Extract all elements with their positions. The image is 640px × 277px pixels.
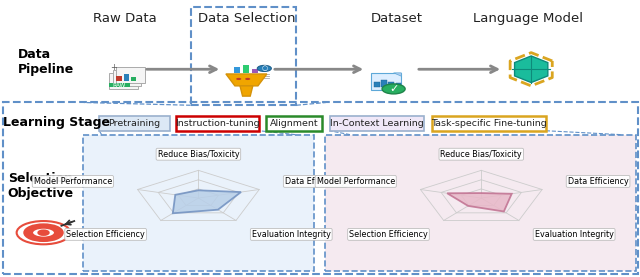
Text: ✓: ✓ xyxy=(389,84,398,94)
Bar xyxy=(3,102,638,274)
Text: Raw Data: Raw Data xyxy=(93,12,157,24)
Bar xyxy=(325,135,636,271)
Bar xyxy=(109,83,130,87)
Text: Reduce Bias/Toxicity: Reduce Bias/Toxicity xyxy=(440,150,522,159)
Text: Dataset: Dataset xyxy=(371,12,423,24)
Text: Instruction-tuning: Instruction-tuning xyxy=(175,119,260,128)
Bar xyxy=(116,67,145,83)
Bar xyxy=(330,116,424,131)
Text: Language Model: Language Model xyxy=(473,12,583,24)
Text: Selection
Objective: Selection Objective xyxy=(8,171,74,200)
Bar xyxy=(374,82,380,87)
Text: Model Performance: Model Performance xyxy=(34,177,112,186)
Circle shape xyxy=(32,228,55,238)
Bar xyxy=(252,69,258,73)
Text: Data Selection: Data Selection xyxy=(198,12,295,24)
Bar xyxy=(113,70,141,86)
Text: RAW: RAW xyxy=(113,83,125,88)
Text: Task-specific Fine-tuning: Task-specific Fine-tuning xyxy=(431,119,547,128)
Text: Reduce Bias/Toxicity: Reduce Bias/Toxicity xyxy=(157,150,239,159)
Text: Evaluation Integrity: Evaluation Integrity xyxy=(252,230,331,239)
Bar xyxy=(109,73,138,89)
Bar xyxy=(191,7,296,105)
Text: +: + xyxy=(110,63,117,72)
Polygon shape xyxy=(447,193,512,212)
Text: Data
Pipeline: Data Pipeline xyxy=(18,48,74,76)
Text: Evaluation Integrity: Evaluation Integrity xyxy=(534,230,614,239)
Polygon shape xyxy=(173,190,241,213)
Circle shape xyxy=(17,221,70,244)
Bar xyxy=(381,80,387,87)
Bar xyxy=(234,67,240,73)
Bar xyxy=(124,74,129,81)
Bar xyxy=(243,65,249,73)
Text: Alignment: Alignment xyxy=(269,119,318,128)
Bar xyxy=(83,135,314,271)
Polygon shape xyxy=(515,56,548,83)
Polygon shape xyxy=(226,74,267,86)
Bar xyxy=(388,82,394,87)
Polygon shape xyxy=(240,86,253,96)
Text: Selection Efficiency: Selection Efficiency xyxy=(66,230,145,239)
Text: Model Performance: Model Performance xyxy=(317,177,395,186)
Circle shape xyxy=(257,65,271,71)
Text: Pretraining: Pretraining xyxy=(108,119,161,128)
Text: Data Efficiency: Data Efficiency xyxy=(285,177,346,186)
Text: Data Efficiency: Data Efficiency xyxy=(568,177,628,186)
Text: In-Context Learning: In-Context Learning xyxy=(330,119,424,128)
Bar xyxy=(83,135,314,271)
Bar xyxy=(325,135,636,271)
Circle shape xyxy=(382,84,405,94)
Circle shape xyxy=(38,230,49,235)
Text: Learning Stage: Learning Stage xyxy=(3,116,110,129)
Bar xyxy=(99,116,170,131)
Circle shape xyxy=(236,78,241,80)
Circle shape xyxy=(24,224,63,241)
Bar xyxy=(396,83,401,87)
Bar xyxy=(116,76,122,81)
Bar xyxy=(432,116,546,131)
Text: ○: ○ xyxy=(261,65,268,71)
Bar xyxy=(371,73,401,90)
Circle shape xyxy=(245,78,250,80)
Text: Selection Efficiency: Selection Efficiency xyxy=(349,230,428,239)
Polygon shape xyxy=(394,73,401,76)
Bar xyxy=(176,116,259,131)
Bar xyxy=(131,77,136,81)
Bar xyxy=(266,116,322,131)
